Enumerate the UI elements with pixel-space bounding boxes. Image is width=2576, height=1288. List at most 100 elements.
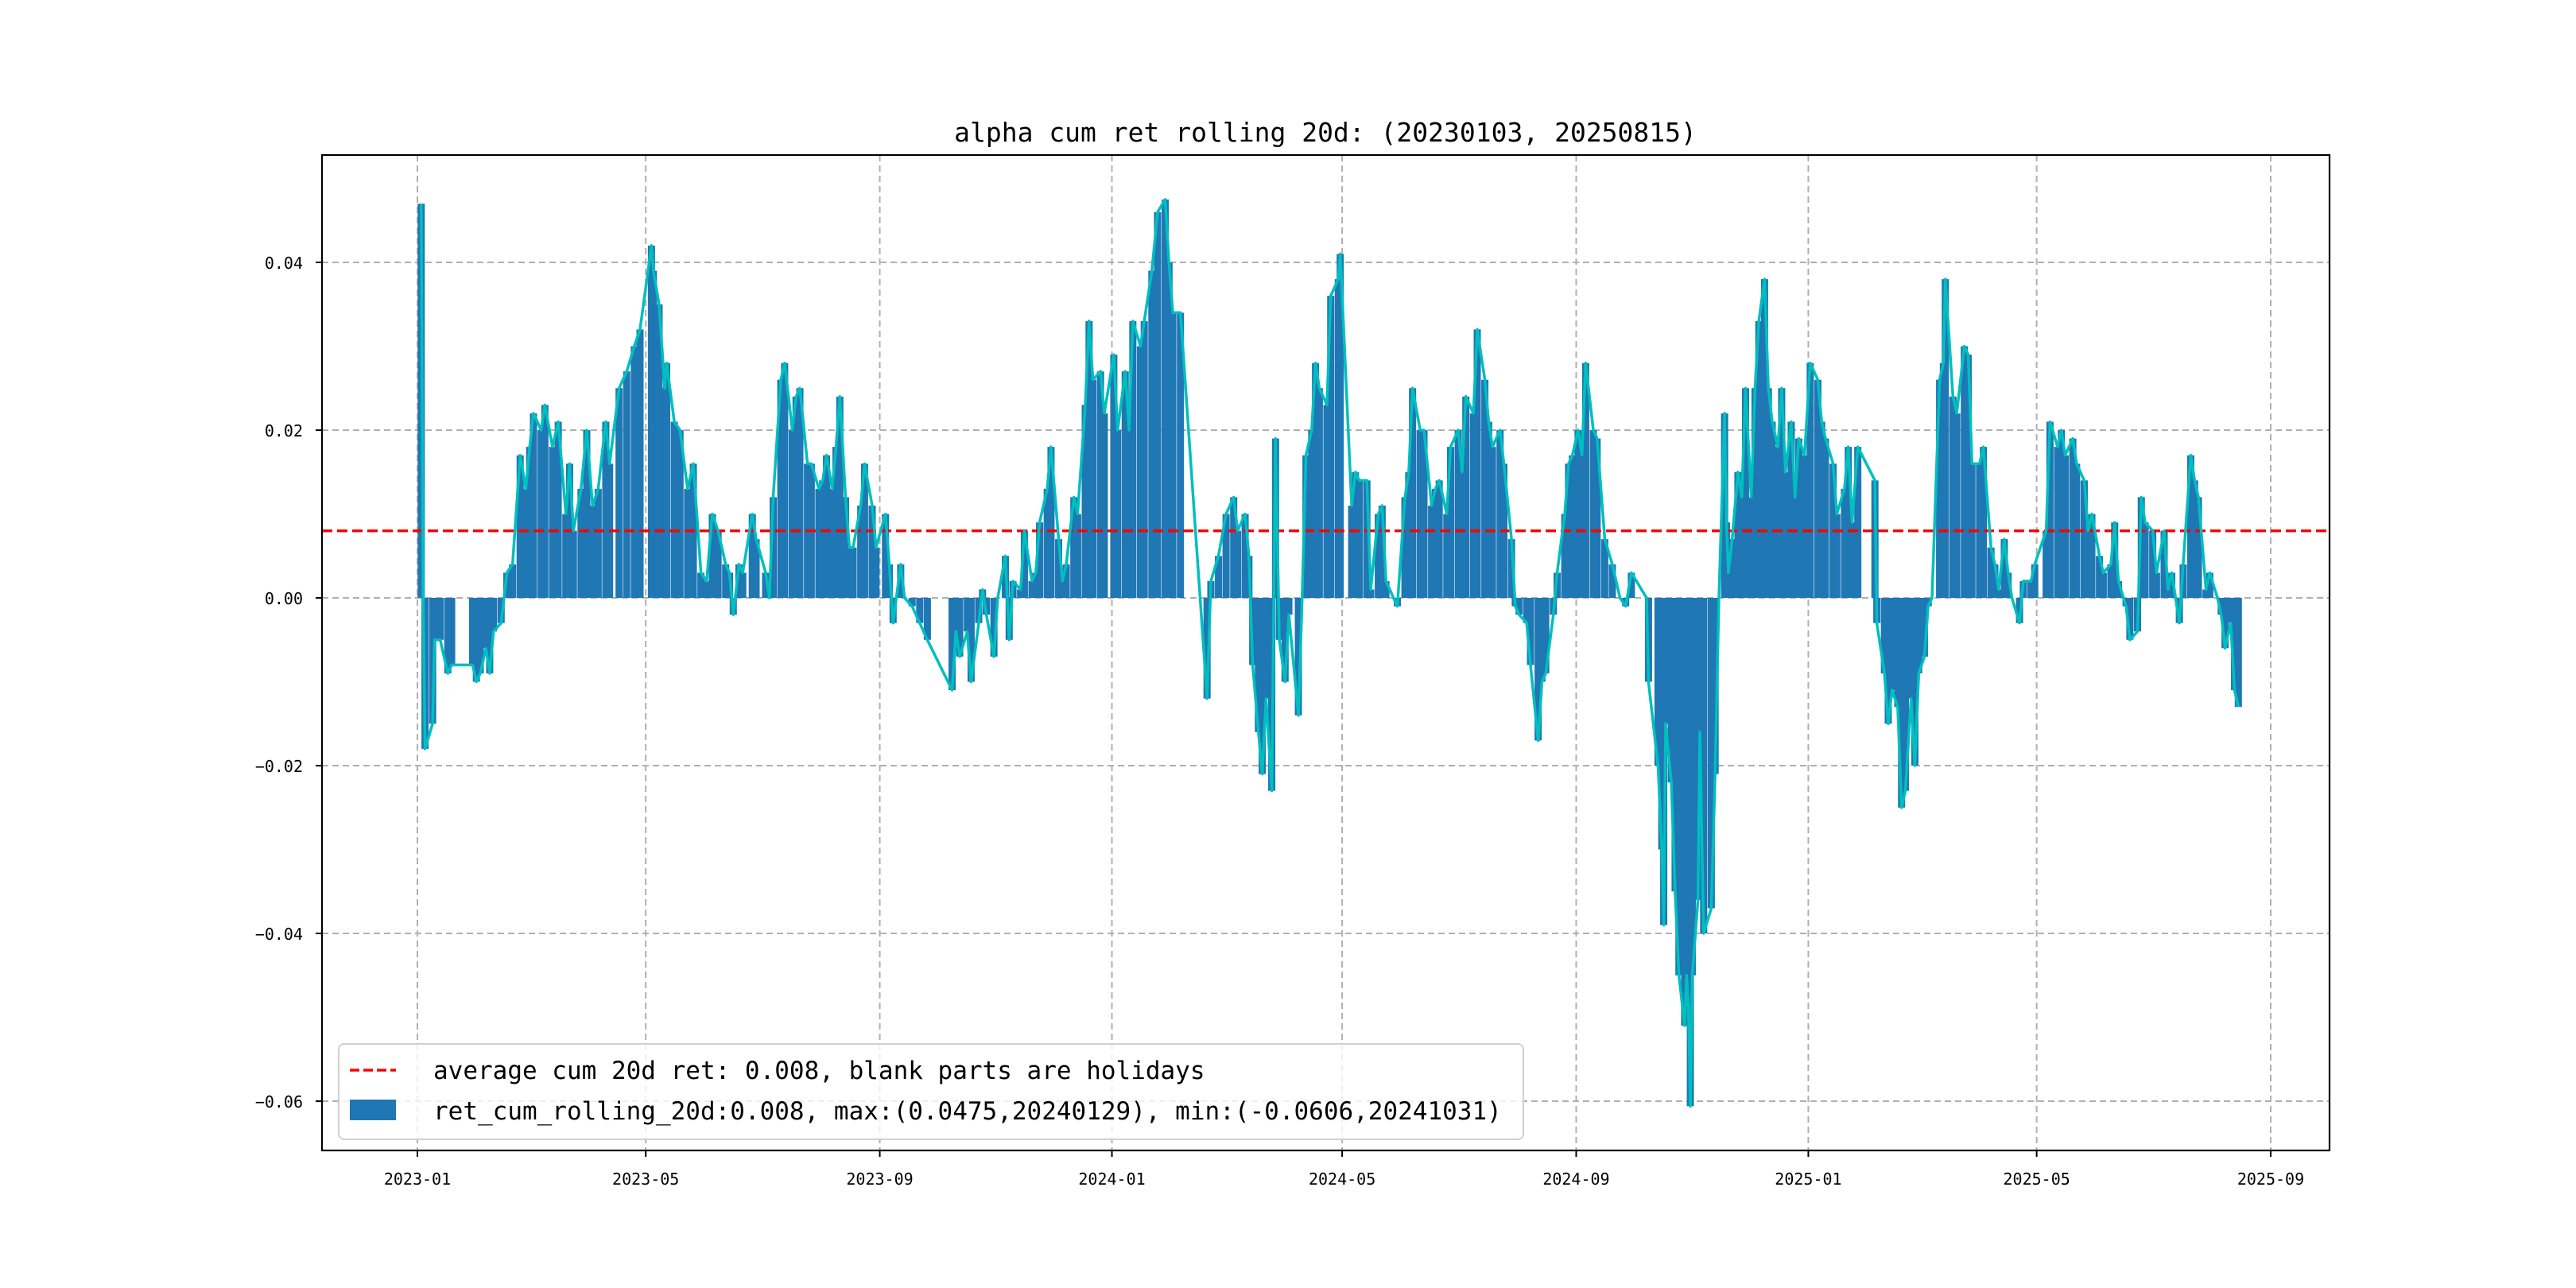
- bar: [1454, 430, 1462, 598]
- bar: [537, 430, 545, 598]
- bar: [752, 539, 760, 598]
- bar: [486, 598, 494, 673]
- bar: [2096, 556, 2104, 598]
- bar: [1488, 447, 1496, 598]
- bar: [1791, 497, 1799, 598]
- bar: [815, 488, 823, 598]
- bar: [1696, 598, 1704, 732]
- x-tick-label: 2023-09: [846, 1170, 913, 1189]
- bar: [1818, 421, 1825, 598]
- bar: [1538, 598, 1546, 682]
- bar: [1352, 471, 1360, 598]
- bar: [1694, 598, 1702, 900]
- y-tick-label: 0.00: [265, 589, 303, 608]
- x-tick-label: 2025-01: [1775, 1170, 1841, 1189]
- bar: [990, 598, 998, 657]
- bar: [1600, 539, 1608, 598]
- bar: [1515, 598, 1523, 615]
- bar: [819, 480, 827, 598]
- bar: [1833, 514, 1841, 598]
- bar: [1523, 598, 1530, 623]
- bar: [923, 598, 931, 640]
- bar: [722, 564, 730, 598]
- bar: [554, 421, 562, 598]
- bar: [2217, 598, 2225, 615]
- bar: [1348, 505, 1356, 598]
- bar: [549, 447, 557, 598]
- bar: [2084, 530, 2092, 598]
- bar: [2004, 572, 2012, 598]
- bar: [2115, 580, 2123, 598]
- bar: [1534, 598, 1542, 741]
- bar: [1884, 598, 1892, 724]
- bar: [431, 598, 439, 640]
- bar: [2027, 580, 2035, 598]
- bar: [1936, 379, 1944, 598]
- bar: [1755, 320, 1763, 598]
- bar: [1700, 598, 1708, 933]
- bar: [530, 413, 537, 598]
- bar: [2088, 514, 2096, 598]
- bar: [1902, 598, 1910, 791]
- bar: [1473, 329, 1481, 598]
- bar: [1991, 564, 1999, 598]
- chart-title: alpha cum ret rolling 20d: (20230103, 20…: [954, 117, 1697, 148]
- bar: [2046, 421, 2054, 598]
- bar: [1281, 598, 1289, 682]
- bar: [1285, 598, 1293, 615]
- bar: [708, 514, 716, 598]
- bar: [2231, 598, 2239, 691]
- bar: [2149, 530, 2157, 598]
- bar: [1043, 488, 1051, 598]
- bar: [1995, 589, 2003, 598]
- bar: [509, 564, 517, 598]
- bar: [703, 580, 711, 598]
- bar: [841, 497, 849, 598]
- bar: [630, 346, 638, 598]
- plot-frame: [320, 153, 2331, 1152]
- bar: [1662, 598, 1670, 724]
- bar: [444, 598, 452, 673]
- bar: [1898, 598, 1906, 808]
- bar: [468, 598, 476, 665]
- bar: [684, 488, 692, 598]
- y-axis: 0.04 0.02 0.00 −0.02 −0.04 −0.06: [255, 254, 322, 1111]
- bar: [770, 497, 778, 598]
- bar: [956, 598, 964, 657]
- bar: [1114, 430, 1122, 598]
- bar: [828, 488, 836, 598]
- bar: [663, 363, 671, 598]
- bar: [1961, 346, 1969, 598]
- bar: [860, 464, 868, 598]
- bar: [2221, 598, 2229, 649]
- bar: [1110, 355, 1118, 598]
- bar: [1401, 497, 1409, 598]
- bar: [2160, 530, 2168, 598]
- bar: [1915, 598, 1922, 673]
- bar: [1302, 455, 1310, 598]
- bar: [1778, 388, 1786, 598]
- bar: [1416, 430, 1424, 598]
- bar: [615, 388, 623, 598]
- bar: [1458, 471, 1466, 598]
- bar: [1081, 405, 1089, 598]
- bar: [516, 455, 524, 598]
- bar: [1723, 522, 1731, 598]
- bar: [1308, 430, 1316, 598]
- bar: [2194, 497, 2202, 598]
- bar: [2168, 572, 2176, 598]
- bar: [1484, 421, 1492, 598]
- bar: [2031, 564, 2039, 598]
- bar: [1942, 279, 1949, 598]
- bar: [1382, 580, 1390, 598]
- bar: [1148, 270, 1156, 598]
- bar: [849, 547, 857, 598]
- bar: [1017, 589, 1025, 598]
- legend-average-label: average cum 20d ret: 0.008, blank parts …: [433, 1057, 1205, 1085]
- x-tick-label: 2024-01: [1078, 1170, 1145, 1189]
- bar: [1428, 505, 1436, 598]
- bar: [1032, 572, 1040, 598]
- bar: [1721, 413, 1728, 598]
- bar: [1073, 514, 1081, 598]
- bar: [748, 514, 756, 598]
